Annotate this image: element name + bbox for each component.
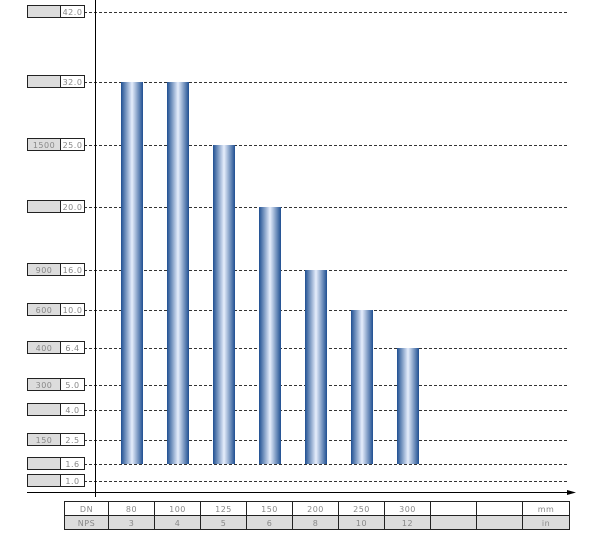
table-cell bbox=[476, 501, 523, 516]
dn-label: 125 bbox=[215, 505, 232, 514]
class-tick-label: 300 bbox=[36, 381, 53, 390]
class-label-box bbox=[27, 474, 61, 487]
class-label-box bbox=[27, 75, 61, 88]
pn-label-box bbox=[60, 378, 85, 391]
pn-tick-label: 25.0 bbox=[63, 141, 83, 150]
pn-tick-label: 20.0 bbox=[63, 203, 83, 212]
pn-label-box bbox=[60, 433, 85, 446]
nps-label: 10 bbox=[356, 519, 367, 528]
bar-dn-200 bbox=[305, 270, 327, 464]
pn-tick-label: 5.0 bbox=[65, 381, 79, 390]
dn-label: 100 bbox=[169, 505, 186, 514]
pn-tick-label: 1.0 bbox=[65, 477, 79, 486]
dn-label: 250 bbox=[353, 505, 370, 514]
pn-label-box bbox=[60, 200, 85, 213]
bar-dn-80 bbox=[121, 82, 143, 464]
nps-label: 5 bbox=[221, 519, 227, 528]
pn-label-box bbox=[60, 303, 85, 316]
pn-tick-label: 10.0 bbox=[63, 306, 83, 315]
nps-label: 6 bbox=[267, 519, 273, 528]
bar-dn-150 bbox=[259, 207, 281, 464]
pn-label-box bbox=[60, 341, 85, 354]
nps-label: 3 bbox=[129, 519, 135, 528]
bar-dn-250 bbox=[351, 310, 373, 464]
pn-tick-label: 42.0 bbox=[63, 8, 83, 17]
pn-tick-label: 1.6 bbox=[65, 460, 79, 469]
class-label-box bbox=[27, 457, 61, 470]
dn-label: mm bbox=[538, 505, 555, 514]
x-axis-arrow bbox=[567, 490, 576, 495]
nps-label: in bbox=[542, 519, 550, 528]
nps-label: 4 bbox=[175, 519, 181, 528]
dn-label: 80 bbox=[126, 505, 137, 514]
pn-tick-label: 6.4 bbox=[65, 344, 79, 353]
pn-label-box bbox=[60, 474, 85, 487]
nps-label: NPS bbox=[78, 519, 95, 528]
class-tick-label: 1500 bbox=[33, 141, 55, 150]
class-tick-label: 150 bbox=[36, 436, 53, 445]
table-cell bbox=[476, 515, 523, 530]
dn-label: 300 bbox=[399, 505, 416, 514]
pn-label-box bbox=[60, 263, 85, 276]
class-tick-label: 600 bbox=[36, 306, 53, 315]
pn-label-box bbox=[60, 457, 85, 470]
bar-dn-300 bbox=[397, 348, 419, 464]
class-label-box bbox=[27, 5, 61, 18]
table-cell bbox=[522, 515, 570, 530]
dn-label: 200 bbox=[307, 505, 324, 514]
pn-label-box bbox=[60, 403, 85, 416]
bar-dn-100 bbox=[167, 82, 189, 464]
class-label-box bbox=[27, 200, 61, 213]
nps-label: 8 bbox=[313, 519, 319, 528]
pn-tick-label: 2.5 bbox=[65, 436, 79, 445]
pn-tick-label: 16.0 bbox=[63, 266, 83, 275]
dn-label: 150 bbox=[261, 505, 278, 514]
pn-tick-label: 4.0 bbox=[65, 406, 79, 415]
bar-dn-125 bbox=[213, 145, 235, 464]
pn-tick-label: 32.0 bbox=[63, 78, 83, 87]
nps-label: 12 bbox=[402, 519, 413, 528]
table-cell bbox=[430, 501, 477, 516]
pn-label-box bbox=[60, 75, 85, 88]
pn-label-box bbox=[60, 138, 85, 151]
class-label-box bbox=[27, 403, 61, 416]
class-tick-label: 400 bbox=[36, 344, 53, 353]
dn-label: DN bbox=[80, 505, 93, 514]
pn-label-box bbox=[60, 5, 85, 18]
class-tick-label: 900 bbox=[36, 266, 53, 275]
table-cell bbox=[430, 515, 477, 530]
